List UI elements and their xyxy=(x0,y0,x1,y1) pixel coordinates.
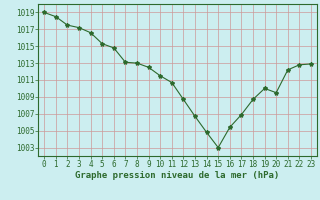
X-axis label: Graphe pression niveau de la mer (hPa): Graphe pression niveau de la mer (hPa) xyxy=(76,171,280,180)
